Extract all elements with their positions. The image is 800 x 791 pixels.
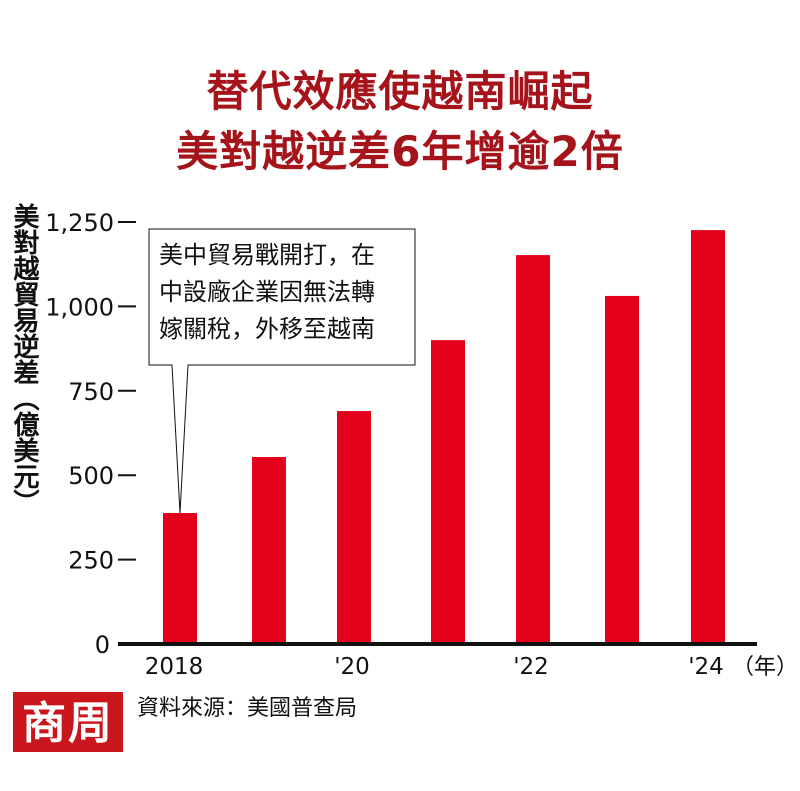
chart-title-line-2: 美對越逆差6年增逾2倍 [176,127,624,176]
chart-title-line-1: 替代效應使越南崛起 [206,67,594,116]
y-tick-label: 1,000 [45,293,114,321]
svg-text:商周: 商周 [22,698,114,749]
annotation-border [148,228,416,366]
x-tick-label: '24 [688,654,724,680]
bar-2021 [431,340,465,644]
y-tick-label: 0 [95,631,110,659]
logo: 商周 [13,692,123,752]
y-tick-label: 250 [68,547,114,575]
bar-2018 [163,513,197,644]
x-tick-label: 2018 [145,654,204,680]
bar-2020 [337,411,371,644]
bar-2024 [691,230,725,644]
y-axis-label: 美對越貿易逆差（億美元） [9,203,39,515]
annotation-pointer [171,364,189,514]
annotation-line: 中設廠企業因無法轉 [159,278,375,306]
annotation-box: 美中貿易戰開打，在 中設廠企業因無法轉 嫁關稅，外移至越南 [149,229,415,365]
annotation-line: 美中貿易戰開打，在 [159,241,375,269]
logo-graphic: 商周 [13,692,123,752]
y-tick-label: 500 [68,462,114,490]
bar-2023 [605,295,639,644]
x-tick-label: '20 [334,654,370,680]
source-note: 資料來源：美國普查局 [137,696,358,721]
annotation-line: 嫁關稅，外移至越南 [159,315,375,343]
x-unit-label: （年） [732,655,798,680]
x-tick-label: '22 [513,654,549,680]
y-tick-label: 750 [68,378,114,406]
bar-2019 [252,456,286,644]
bar-2022 [516,255,550,645]
y-tick-label: 1,250 [45,209,114,237]
